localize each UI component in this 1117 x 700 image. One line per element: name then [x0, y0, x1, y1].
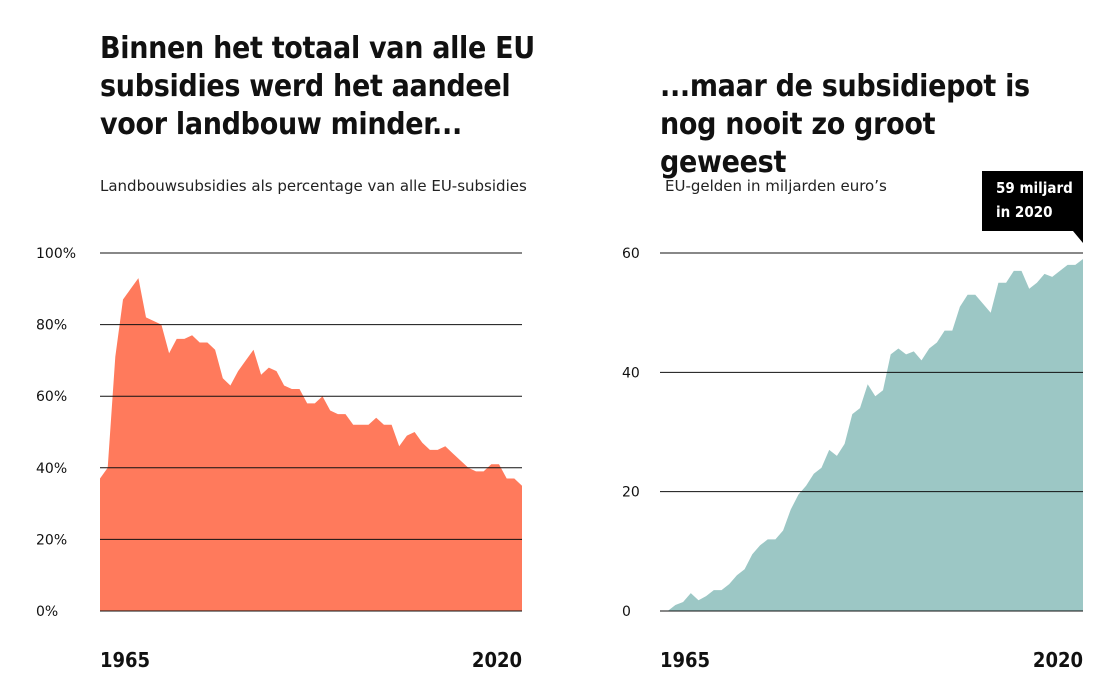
left-y-tick-label: 80% [36, 318, 67, 334]
left-chart-subtitle: Landbouwsubsidies als percentage van all… [100, 177, 527, 195]
right-y-tick-label: 60 [622, 246, 640, 262]
left-area-chart: 0% 20% 40% 60% 80% 100% 1965 2020 [36, 246, 522, 672]
left-series-area [100, 278, 522, 611]
left-y-tick-label: 60% [36, 389, 67, 405]
callout-line1: 59 miljard [996, 179, 1073, 197]
left-x-tick-label-end: 2020 [472, 648, 522, 672]
right-chart-subtitle: EU-gelden in miljarden euro’s [665, 177, 887, 195]
left-chart-title: Binnen het totaal van alle EU subsidies … [100, 31, 535, 142]
right-chart-title: ...maar de subsidiepot is nog nooit zo g… [660, 69, 1030, 180]
left-x-tick-label-start: 1965 [100, 648, 150, 672]
left-y-tick-label: 20% [36, 532, 67, 548]
right-y-tick-label: 40 [622, 365, 640, 381]
right-x-tick-label-end: 2020 [1033, 648, 1083, 672]
callout-box: 59 miljard in 2020 [982, 171, 1083, 243]
right-area-chart: 0 20 40 60 1965 2020 59 miljard in 2020 [622, 171, 1083, 672]
right-series-area [660, 259, 1083, 611]
left-y-tick-label: 40% [36, 461, 67, 477]
callout-line2: in 2020 [996, 203, 1052, 221]
right-y-tick-label: 20 [622, 485, 640, 501]
left-y-tick-label: 100% [36, 246, 76, 262]
right-y-tick-label: 0 [622, 604, 631, 620]
callout-background [982, 171, 1083, 243]
right-x-tick-label-start: 1965 [660, 648, 710, 672]
left-y-tick-label: 0% [36, 604, 58, 620]
